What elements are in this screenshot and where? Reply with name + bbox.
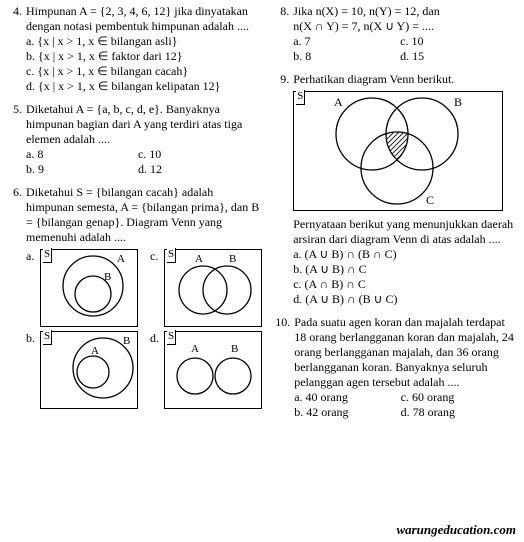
q5-opt-b: b. 9 [26, 162, 138, 177]
q10-body: Pada suatu agen koran dan majalah terdap… [294, 315, 516, 420]
q6-label-c: c. [150, 249, 164, 264]
q5-text: Diketahui A = {a, b, c, d, e}. Banyaknya… [26, 102, 259, 147]
question-6: 6. Diketahui S = {bilangan cacah} adalah… [8, 185, 259, 413]
q8-num: 8. [275, 4, 293, 64]
q9-text2: Pernyataan berikut yang menunjukkan daer… [293, 217, 516, 247]
question-5: 5. Diketahui A = {a, b, c, d, e}. Banyak… [8, 102, 259, 177]
q6-text: Diketahui S = {bilangan cacah} adalah hi… [26, 185, 262, 245]
q9-opt-a: a. (A ∪ B) ∩ (B ∩ C) [293, 247, 516, 262]
watermark: warungeducation.com [396, 522, 516, 538]
svg-text:B: B [104, 271, 111, 283]
q4-opt-d: d. {x | x > 1, x ∈ bilangan kelipatan 12… [26, 79, 259, 94]
venn-s-label: S [167, 330, 176, 345]
q8-opt-b: b. 8 [293, 49, 400, 64]
q8-body: Jika n(X) = 10, n(Y) = 12, dan n(X ∩ Y) … [293, 4, 516, 64]
q6-num: 6. [8, 185, 26, 413]
q9-venn-diagram: S A B C [293, 91, 503, 211]
q4-text: Himpunan A = {2, 3, 4, 6, 12} jika dinya… [26, 4, 259, 34]
question-9: 9. Perhatikan diagram Venn berikut. S A … [275, 72, 516, 307]
venn-s-label: S [43, 248, 52, 263]
q6-label-d: d. [150, 331, 164, 346]
venn-d-svg: A B [165, 332, 261, 408]
venn-s-label: S [43, 330, 52, 345]
venn3-svg: A B C [294, 92, 502, 210]
q8-opt-a: a. 7 [293, 34, 400, 49]
question-4: 4. Himpunan A = {2, 3, 4, 6, 12} jika di… [8, 4, 259, 94]
q5-opt-d: d. 12 [138, 162, 259, 177]
venn-a-svg: A B [41, 250, 137, 326]
q9-num: 9. [275, 72, 293, 307]
svg-text:B: B [231, 343, 238, 355]
q10-opt-d: d. 78 orang [401, 405, 516, 420]
q6-label-a: a. [26, 249, 40, 264]
q6-body: Diketahui S = {bilangan cacah} adalah hi… [26, 185, 262, 413]
question-10: 10. Pada suatu agen koran dan majalah te… [275, 315, 516, 420]
svg-text:B: B [229, 253, 236, 265]
q6-label-b: b. [26, 331, 40, 346]
venn3-a-label: A [334, 95, 343, 109]
q6-diagram-c: c. S A B [150, 249, 262, 327]
q6-diagram-b: b. S B A [26, 331, 138, 409]
svg-text:B: B [123, 335, 130, 347]
q9-body: Perhatikan diagram Venn berikut. S A B C… [293, 72, 516, 307]
venn-c-svg: A B [165, 250, 261, 326]
q5-opt-c: c. 10 [138, 147, 259, 162]
q9-opt-d: d. (A ∪ B) ∩ (B ∪ C) [293, 292, 516, 307]
q5-opt-a: a. 8 [26, 147, 138, 162]
q10-opt-a: a. 40 orang [294, 390, 400, 405]
q8-text2: n(X ∩ Y) = 7, n(X ∪ Y) = .... [293, 19, 516, 34]
q9-text: Perhatikan diagram Venn berikut. [293, 72, 516, 87]
q6-diagram-d: d. S A B [150, 331, 262, 409]
svg-text:A: A [117, 253, 125, 265]
svg-text:A: A [195, 253, 203, 265]
q4-num: 4. [8, 4, 26, 94]
q6-diagram-a: a. S A B [26, 249, 138, 327]
q8-text1: Jika n(X) = 10, n(Y) = 12, dan [293, 4, 516, 19]
q10-num: 10. [275, 315, 294, 420]
q5-body: Diketahui A = {a, b, c, d, e}. Banyaknya… [26, 102, 259, 177]
venn-b-svg: B A [41, 332, 137, 408]
q10-opt-b: b. 42 orang [294, 405, 400, 420]
venn-s-label: S [167, 248, 176, 263]
svg-text:A: A [91, 345, 99, 357]
q8-opt-c: c. 10 [400, 34, 516, 49]
venn3-b-label: B [454, 95, 462, 109]
svg-text:A: A [191, 343, 199, 355]
q5-num: 5. [8, 102, 26, 177]
q4-body: Himpunan A = {2, 3, 4, 6, 12} jika dinya… [26, 4, 259, 94]
q9-opt-c: c. (A ∩ B) ∩ C [293, 277, 516, 292]
q8-opt-d: d. 15 [400, 49, 516, 64]
q9-opt-b: b. (A ∪ B) ∩ C [293, 262, 516, 277]
q4-opt-a: a. {x | x > 1, x ∈ bilangan asli} [26, 34, 259, 49]
q10-opt-c: c. 60 orang [401, 390, 516, 405]
q4-opt-b: b. {x | x > 1, x ∈ faktor dari 12} [26, 49, 259, 64]
q4-opt-c: c. {x | x > 1, x ∈ bilangan cacah} [26, 64, 259, 79]
question-8: 8. Jika n(X) = 10, n(Y) = 12, dan n(X ∩ … [275, 4, 516, 64]
venn3-s-label: S [296, 90, 305, 105]
venn3-c-label: C [426, 193, 434, 207]
q10-text: Pada suatu agen koran dan majalah terdap… [294, 315, 516, 390]
